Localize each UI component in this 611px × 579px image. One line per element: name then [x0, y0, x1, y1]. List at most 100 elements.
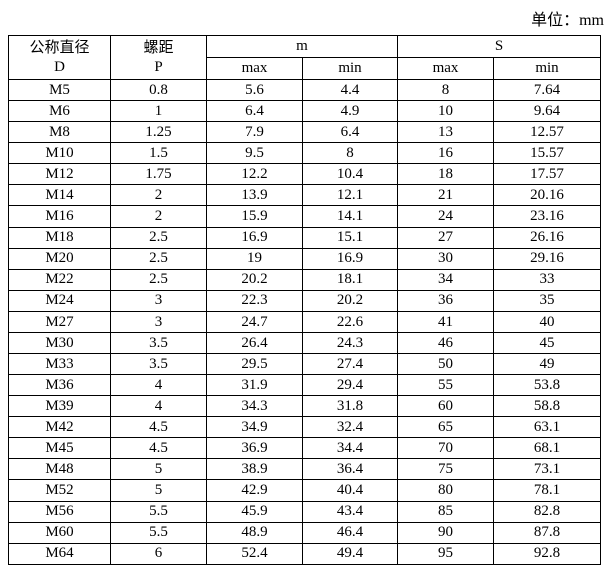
cell-s-max: 24: [397, 205, 495, 228]
cell-d: M52: [8, 479, 111, 502]
cell-m-min: 15.1: [301, 226, 399, 249]
header-m-min: min: [301, 57, 399, 80]
cell-p: 0.8: [110, 78, 207, 102]
cell-d: M42: [8, 416, 111, 439]
table-row: M42 4.5 34.9 32.4 65 63.1: [8, 416, 602, 439]
cell-p: 2.5: [110, 247, 207, 270]
table-row: M5 0.8 5.6 4.4 8 7.64: [8, 78, 602, 102]
cell-s-max: 75: [397, 458, 495, 481]
cell-s-max: 70: [397, 437, 495, 460]
header-pitch: 螺距 P: [110, 35, 207, 80]
cell-d: M45: [8, 437, 111, 460]
table-row: M56 5.5 45.9 43.4 85 82.8: [8, 500, 602, 523]
cell-m-min: 36.4: [301, 458, 399, 481]
unit-label: 单位：mm: [531, 12, 604, 29]
cell-p: 2: [110, 184, 207, 207]
cell-m-max: 31.9: [206, 374, 303, 397]
cell-d: M14: [8, 184, 111, 207]
cell-s-max: 50: [397, 353, 495, 376]
cell-m-max: 34.9: [206, 416, 303, 439]
cell-m-max: 48.9: [206, 521, 303, 544]
table-row: M45 4.5 36.9 34.4 70 68.1: [8, 437, 602, 460]
nut-dimension-table: 公称直径 D 螺距 P m S max min max min M5 0.8 5.6…: [8, 35, 602, 566]
cell-d: M36: [8, 374, 111, 397]
cell-m-min: 10.4: [301, 163, 399, 186]
table-row: M10 1.5 9.5 8 16 15.57: [8, 142, 602, 165]
cell-p: 4.5: [110, 416, 207, 439]
header-nominal-diameter-name: 公称直径: [29, 39, 90, 56]
cell-m-max: 20.2: [206, 268, 303, 291]
cell-m-min: 16.9: [301, 247, 399, 270]
cell-s-max: 21: [397, 184, 495, 207]
cell-m-min: 22.6: [301, 310, 399, 333]
cell-d: M24: [8, 289, 111, 312]
cell-s-min: 33: [493, 268, 602, 291]
cell-s-min: 49: [493, 353, 602, 376]
cell-m-min: 29.4: [301, 374, 399, 397]
cell-s-min: 26.16: [493, 226, 602, 249]
cell-p: 1.75: [110, 163, 207, 186]
cell-p: 3.5: [110, 353, 207, 376]
cell-p: 5: [110, 479, 207, 502]
cell-p: 3: [110, 310, 207, 333]
header-s-group: S: [397, 35, 602, 58]
cell-d: M8: [8, 121, 111, 144]
header-m-group: m: [205, 35, 399, 58]
cell-m-min: 40.4: [301, 479, 399, 502]
cell-m-min: 12.1: [301, 184, 399, 207]
cell-p: 5: [110, 458, 207, 481]
cell-d: M22: [8, 268, 111, 291]
cell-d: M39: [8, 395, 111, 418]
cell-p: 1: [110, 100, 207, 123]
cell-s-min: 82.8: [493, 500, 602, 523]
cell-p: 1.5: [110, 142, 207, 165]
cell-m-min: 46.4: [301, 521, 399, 544]
table-row: M52 5 42.9 40.4 80 78.1: [8, 479, 602, 502]
table-row: M16 2 15.9 14.1 24 23.16: [8, 205, 602, 228]
cell-p: 4.5: [110, 437, 207, 460]
cell-d: M20: [8, 247, 111, 270]
cell-p: 2: [110, 205, 207, 228]
cell-d: M16: [8, 205, 111, 228]
table-body: M5 0.8 5.6 4.4 8 7.64 M6 1 6.4 4.9 10 9.64 M8 1.25 7.9…: [8, 78, 602, 566]
cell-p: 6: [110, 542, 207, 566]
cell-m-max: 24.7: [206, 310, 303, 333]
cell-s-min: 17.57: [493, 163, 602, 186]
cell-m-max: 26.4: [206, 331, 303, 355]
table-row: M12 1.75 12.2 10.4 18 17.57: [8, 163, 602, 186]
cell-m-max: 34.3: [206, 395, 303, 418]
cell-m-max: 9.5: [206, 142, 303, 165]
cell-s-min: 23.16: [493, 205, 602, 228]
cell-m-max: 7.9: [206, 121, 303, 144]
cell-s-min: 9.64: [493, 100, 602, 123]
cell-p: 1.25: [110, 121, 207, 144]
cell-m-min: 8: [301, 142, 399, 165]
cell-s-max: 8: [397, 78, 495, 102]
cell-s-min: 73.1: [493, 458, 602, 481]
cell-d: M56: [8, 500, 111, 523]
cell-s-max: 34: [397, 268, 495, 291]
cell-m-max: 5.6: [206, 78, 303, 102]
cell-s-min: 68.1: [493, 437, 602, 460]
cell-m-max: 12.2: [206, 163, 303, 186]
cell-m-max: 16.9: [206, 226, 303, 249]
cell-m-max: 45.9: [206, 500, 303, 523]
cell-p: 3: [110, 289, 207, 312]
cell-m-min: 34.4: [301, 437, 399, 460]
cell-s-min: 78.1: [493, 479, 602, 502]
cell-s-max: 95: [397, 542, 495, 566]
cell-p: 2.5: [110, 268, 207, 291]
cell-d: M27: [8, 310, 111, 333]
table-row: M24 3 22.3 20.2 36 35: [8, 289, 602, 312]
cell-s-max: 55: [397, 374, 495, 397]
cell-d: M12: [8, 163, 111, 186]
table-row: M64 6 52.4 49.4 95 92.8: [8, 542, 602, 566]
table-row: M48 5 38.9 36.4 75 73.1: [8, 458, 602, 481]
cell-m-max: 15.9: [206, 205, 303, 228]
cell-s-min: 45: [493, 331, 602, 355]
cell-m-min: 49.4: [301, 542, 399, 566]
cell-m-min: 18.1: [301, 268, 399, 291]
cell-s-min: 29.16: [493, 247, 602, 270]
cell-p: 4: [110, 395, 207, 418]
cell-s-max: 80: [397, 479, 495, 502]
